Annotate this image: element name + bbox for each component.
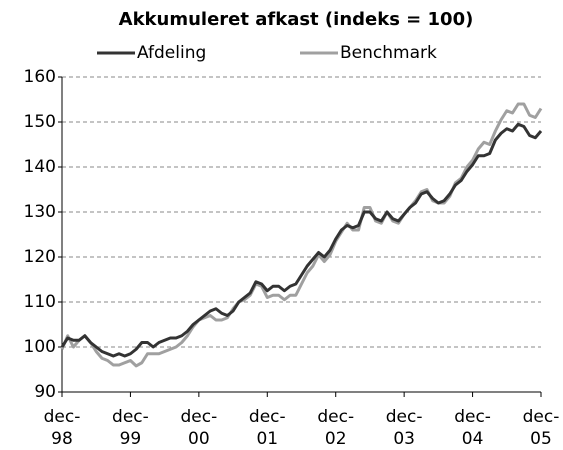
chart-title: Akkumuleret afkast (indeks = 100)	[119, 9, 474, 30]
series-line	[60, 102, 543, 368]
y-tick-label: 90	[34, 382, 56, 402]
x-tick-label: dec-00	[180, 407, 217, 449]
y-tick-label: 110	[24, 292, 56, 312]
x-tick-label: dec-04	[454, 407, 491, 449]
x-tick-label: dec-99	[112, 407, 149, 449]
y-tick-label: 160	[24, 67, 56, 87]
series-line	[60, 122, 543, 358]
y-tick-label: 150	[24, 112, 56, 132]
x-tick-label: dec-03	[386, 407, 423, 449]
y-tick-label: 140	[24, 157, 56, 177]
legend-label: Afdeling	[137, 43, 206, 63]
y-tick-label: 120	[24, 247, 56, 267]
y-tick-label: 130	[24, 202, 56, 222]
x-tick-label: dec-01	[249, 407, 286, 449]
y-tick-label: 100	[24, 337, 56, 357]
x-tick-label: dec-98	[44, 407, 81, 449]
x-tick-label: dec-05	[523, 407, 560, 449]
x-tick-label: dec-02	[317, 407, 354, 449]
legend-label: Benchmark	[340, 43, 437, 63]
